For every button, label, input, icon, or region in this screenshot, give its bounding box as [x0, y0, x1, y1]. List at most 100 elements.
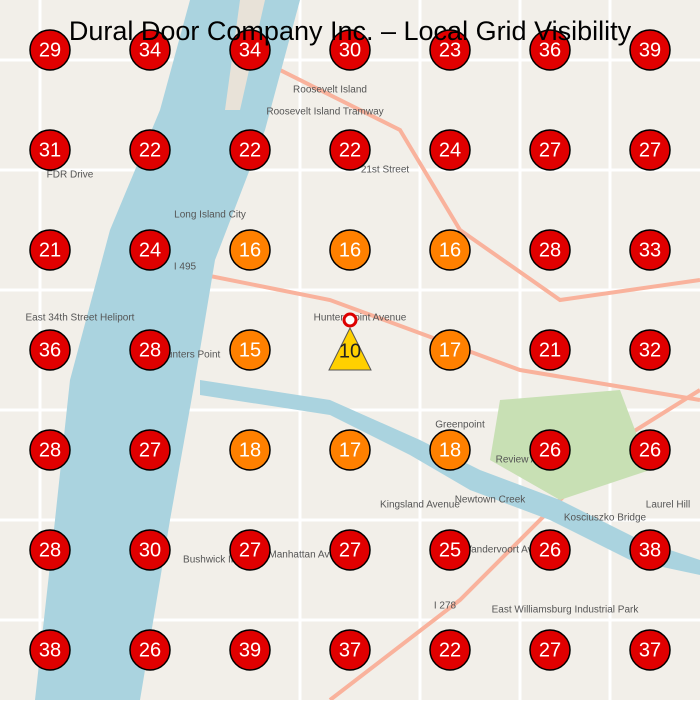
visibility-value: 32 [639, 339, 661, 361]
visibility-value: 31 [39, 139, 61, 161]
visibility-marker [629, 429, 671, 471]
visibility-marker [629, 129, 671, 171]
visibility-marker [429, 429, 471, 471]
visibility-value: 34 [139, 39, 161, 61]
map-label: I 495 [174, 262, 197, 273]
visibility-marker [529, 529, 571, 571]
visibility-marker [29, 529, 71, 571]
visibility-marker [29, 329, 71, 371]
visibility-value: 21 [39, 239, 61, 261]
visibility-marker [429, 329, 471, 371]
visibility-marker [129, 129, 171, 171]
visibility-value: 24 [439, 139, 461, 161]
visibility-value: 26 [639, 439, 661, 461]
visibility-value: 16 [239, 239, 261, 261]
visibility-marker [429, 129, 471, 171]
visibility-marker [29, 29, 71, 71]
visibility-marker [529, 229, 571, 271]
visibility-value: 22 [439, 639, 461, 661]
visibility-value: 39 [639, 39, 661, 61]
visibility-marker [29, 229, 71, 271]
visibility-marker [529, 429, 571, 471]
visibility-marker [629, 329, 671, 371]
visibility-value: 26 [539, 539, 561, 561]
map-label: Newtown Creek [455, 495, 527, 506]
visibility-marker [429, 629, 471, 671]
visibility-value: 16 [339, 239, 361, 261]
visibility-marker [229, 429, 271, 471]
visibility-marker [629, 229, 671, 271]
visibility-value: 27 [239, 539, 261, 561]
map-label: Kosciuszko Bridge [564, 513, 647, 524]
visibility-value: 21 [539, 339, 561, 361]
map-label: Bushwick Inlet [183, 555, 247, 566]
visibility-marker [329, 229, 371, 271]
visibility-marker [529, 629, 571, 671]
map-label: 21st Street [361, 165, 410, 176]
visibility-value: 37 [639, 639, 661, 661]
visibility-marker [129, 429, 171, 471]
visibility-marker [329, 629, 371, 671]
visibility-marker [129, 629, 171, 671]
visibility-value: 33 [639, 239, 661, 261]
visibility-value: 34 [239, 39, 261, 61]
map-label: I 278 [434, 601, 457, 612]
visibility-marker [629, 529, 671, 571]
visibility-marker [329, 529, 371, 571]
visibility-marker [529, 329, 571, 371]
visibility-marker [229, 229, 271, 271]
map-label: Roosevelt Island Tramway [266, 107, 383, 118]
visibility-value: 37 [339, 639, 361, 661]
visibility-value: 26 [139, 639, 161, 661]
visibility-value: 27 [339, 539, 361, 561]
visibility-value: 39 [239, 639, 261, 661]
visibility-value: 27 [139, 439, 161, 461]
visibility-marker [329, 129, 371, 171]
visibility-marker [629, 629, 671, 671]
visibility-marker [229, 29, 271, 71]
map-label: Roosevelt Island [293, 85, 367, 96]
map-label: Greenpoint [435, 420, 485, 431]
visibility-value: 28 [39, 539, 61, 561]
visibility-marker [29, 629, 71, 671]
visibility-marker [629, 29, 671, 71]
visibility-marker [429, 529, 471, 571]
title: Dural Door Company Inc. – Local Grid Vis… [69, 16, 632, 46]
visibility-value: 30 [339, 39, 361, 61]
visibility-value: 27 [539, 139, 561, 161]
visibility-value: 28 [139, 339, 161, 361]
map-label: East Williamsburg Industrial Park [492, 605, 640, 616]
map-label: Kingsland Avenue [380, 500, 460, 511]
visibility-marker [129, 29, 171, 71]
map-label: Hunters Point [160, 350, 221, 361]
visibility-value: 38 [39, 639, 61, 661]
visibility-value: 25 [439, 539, 461, 561]
visibility-value: 26 [539, 439, 561, 461]
visibility-value: 17 [439, 339, 461, 361]
visibility-value: 16 [439, 239, 461, 261]
visibility-marker [229, 129, 271, 171]
highways [179, 58, 700, 702]
visibility-marker [529, 29, 571, 71]
visibility-marker [529, 129, 571, 171]
location-pin [342, 312, 358, 328]
visibility-marker [329, 29, 371, 71]
visibility-value: 36 [539, 39, 561, 61]
visibility-value: 23 [439, 39, 461, 61]
map-label: Laurel Hill [646, 500, 690, 511]
visibility-value: 24 [139, 239, 161, 261]
map-label: Hunterspoint Avenue [314, 313, 407, 324]
visibility-value: 30 [139, 539, 161, 561]
visibility-value: 17 [339, 439, 361, 461]
visibility-marker [129, 329, 171, 371]
visibility-value: 18 [239, 439, 261, 461]
visibility-value: 22 [339, 139, 361, 161]
visibility-value: 38 [639, 539, 661, 561]
visibility-value: 22 [239, 139, 261, 161]
map-label: Long Island City [174, 210, 246, 221]
visibility-value: 28 [539, 239, 561, 261]
visibility-marker [328, 326, 372, 371]
visibility-value: 36 [39, 339, 61, 361]
visibility-marker [229, 529, 271, 571]
